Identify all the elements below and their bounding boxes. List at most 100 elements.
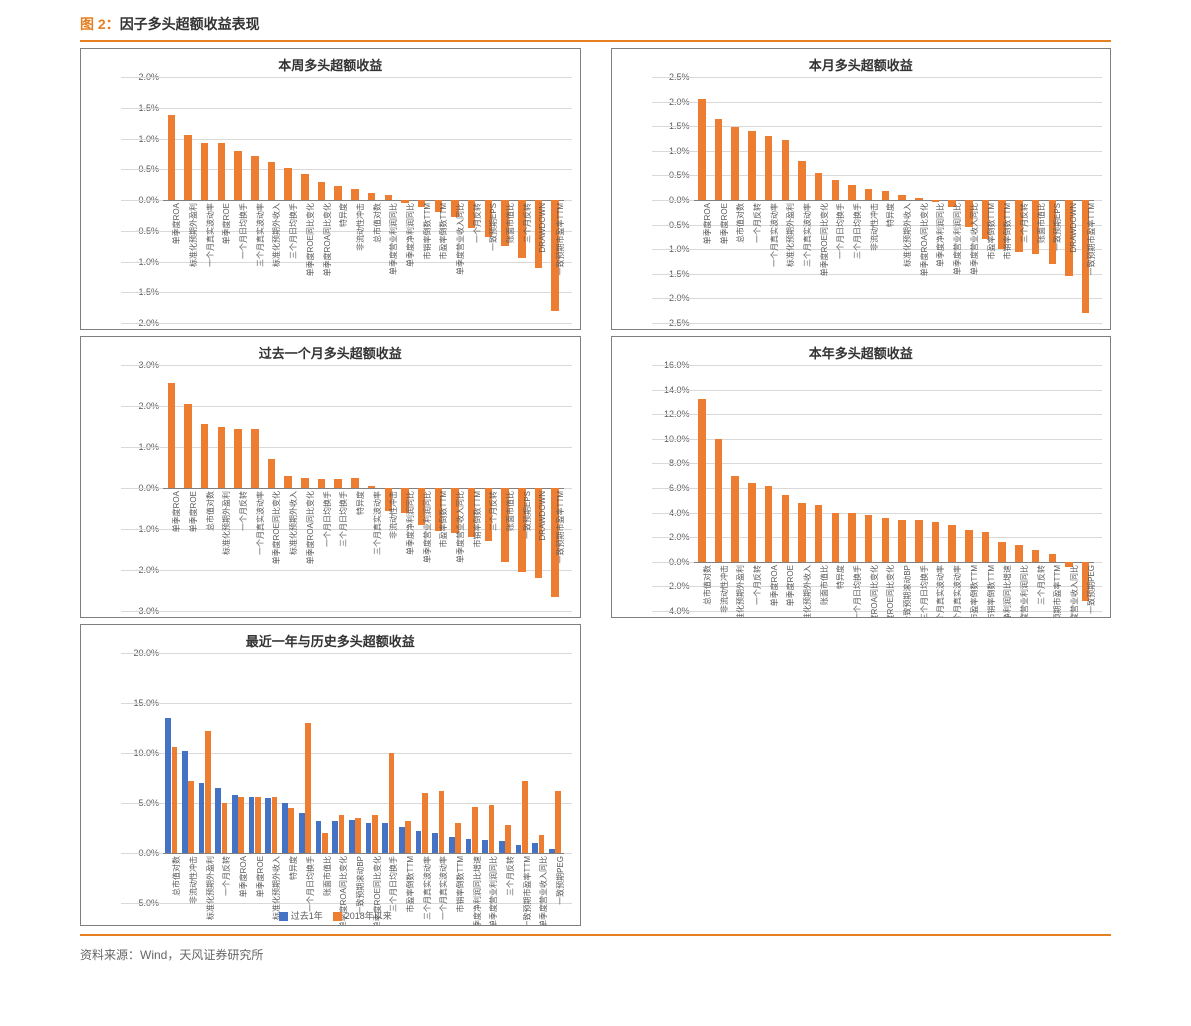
bar-slot: 一个月日均换手 [297, 653, 314, 903]
bar [305, 723, 311, 853]
legend-label: 2018年以来 [345, 911, 392, 921]
bar [965, 530, 973, 562]
bar [832, 513, 840, 562]
bar [499, 841, 505, 853]
bar-slot: 三个月日均换手 [910, 365, 927, 611]
bar-slot: 单季度净利润同比 [397, 77, 414, 323]
bar-slot: 单季度营业利润同比 [944, 77, 961, 323]
divider-bottom [80, 934, 1111, 936]
bar-slot: 三个月反转 [1011, 77, 1028, 323]
bar-slot: 单季度ROE [213, 77, 230, 323]
bar-slot: 单季度营业利润同比 [1011, 365, 1028, 611]
bar-slot: 单季度ROA [230, 653, 247, 903]
bar-slot: 总市值对数 [727, 77, 744, 323]
bar [982, 532, 990, 562]
bar [782, 140, 790, 200]
bar-slot: 标准化预期外收入 [280, 365, 297, 611]
bar [351, 189, 359, 200]
bar [882, 191, 890, 200]
bar-slot: 一致预期EPS [513, 365, 530, 611]
bar-slot: 单季度ROE同比变化 [297, 77, 314, 323]
bar-slot: 单季度营业收入同比 [961, 77, 978, 323]
bar [301, 478, 309, 488]
bar-slot: 非流动性冲击 [710, 365, 727, 611]
bar-slot: 特异度 [877, 77, 894, 323]
bar-slot: 单季度营业收入同比 [530, 653, 547, 903]
bar-slot: 账面市值比 [313, 653, 330, 903]
bar-slot: 三个月真实波动率 [794, 77, 811, 323]
bar [249, 797, 255, 853]
bar [848, 185, 856, 200]
bar [505, 825, 511, 853]
bar [865, 515, 873, 562]
bar [184, 135, 192, 200]
bar-slot: 三个月日均换手 [844, 77, 861, 323]
bar-slot: 一致预期市盈率TTM [547, 365, 564, 611]
bar [898, 195, 906, 200]
bar [798, 503, 806, 562]
bar-slot: 三个月反转 [480, 365, 497, 611]
bar [288, 808, 294, 853]
bar [301, 174, 309, 200]
bar-slot: 一个月真实波动率 [760, 77, 777, 323]
bar-slot: 特异度 [330, 77, 347, 323]
bar [172, 747, 178, 853]
bar [215, 788, 221, 853]
bar [299, 813, 305, 853]
bar-slot: 市盈率倒数TTM [397, 653, 414, 903]
bar-slot: 单季度净利润同比 [927, 77, 944, 323]
bar-slot: 一个月日均换手 [827, 77, 844, 323]
bar-slot: 一个月反转 [463, 77, 480, 323]
bar [765, 486, 773, 562]
bar [222, 803, 228, 853]
bar-slot: 单季度营业收入同比 [1061, 365, 1078, 611]
bar [272, 797, 278, 853]
figure-header: 图 2：因子多头超额收益表现 [80, 10, 1111, 38]
bar [389, 753, 395, 853]
bar [218, 427, 226, 489]
bar [449, 837, 455, 853]
bar-slot: 标准化预期外收入 [794, 365, 811, 611]
bar [539, 835, 545, 853]
bar-slot: 单季度ROE [180, 365, 197, 611]
bar [218, 143, 226, 200]
bar [366, 823, 372, 853]
bar-slot: 单季度ROE [710, 77, 727, 323]
bar-slot: 单季度ROA同比变化 [313, 77, 330, 323]
bar-slot: 市销率倒数TTM [994, 77, 1011, 323]
bar-slot: 市销率倒数TTM [447, 653, 464, 903]
panel-week: 本周多头超额收益-2.0%-1.5%-1.0%-0.5%0.0%0.5%1.0%… [80, 48, 581, 330]
bar-slot: 单季度ROA [694, 77, 711, 323]
bar [251, 156, 259, 200]
bar [251, 429, 259, 488]
bar-slot: 总市值对数 [363, 77, 380, 323]
bar [472, 807, 478, 853]
bar-slot: 三个月反转 [1027, 365, 1044, 611]
bar [334, 479, 342, 488]
bar-slot: 特异度 [347, 365, 364, 611]
bar-slot: 特异度 [280, 653, 297, 903]
bar-slot: 账面市值比 [497, 77, 514, 323]
bar-slot: 三个月反转 [513, 77, 530, 323]
bar-slot: 一个月日均换手 [313, 365, 330, 611]
bar-slot: 总市值对数 [694, 365, 711, 611]
bar [234, 429, 242, 488]
bar [898, 520, 906, 562]
bar [205, 731, 211, 853]
bar-slot: 一个月日均换手 [230, 77, 247, 323]
bar [422, 793, 428, 853]
bar [715, 119, 723, 200]
bar [782, 495, 790, 561]
bar-slot: 单季度ROA同比变化 [330, 653, 347, 903]
bar [182, 751, 188, 853]
bar-slot: 标准化预期外收入 [894, 77, 911, 323]
bar [318, 479, 326, 488]
bar-slot: 一致预期市盈率TTM [1044, 365, 1061, 611]
bar [549, 849, 555, 853]
bar [865, 189, 873, 200]
panel-past1m: 过去一个月多头超额收益-3.0%-2.0%-1.0%0.0%1.0%2.0%3.… [80, 336, 581, 618]
bar [268, 459, 276, 488]
bar [168, 383, 176, 488]
bar-slot: 三个月日均换手 [280, 77, 297, 323]
bar-slot: 单季度营业利润同比 [413, 365, 430, 611]
